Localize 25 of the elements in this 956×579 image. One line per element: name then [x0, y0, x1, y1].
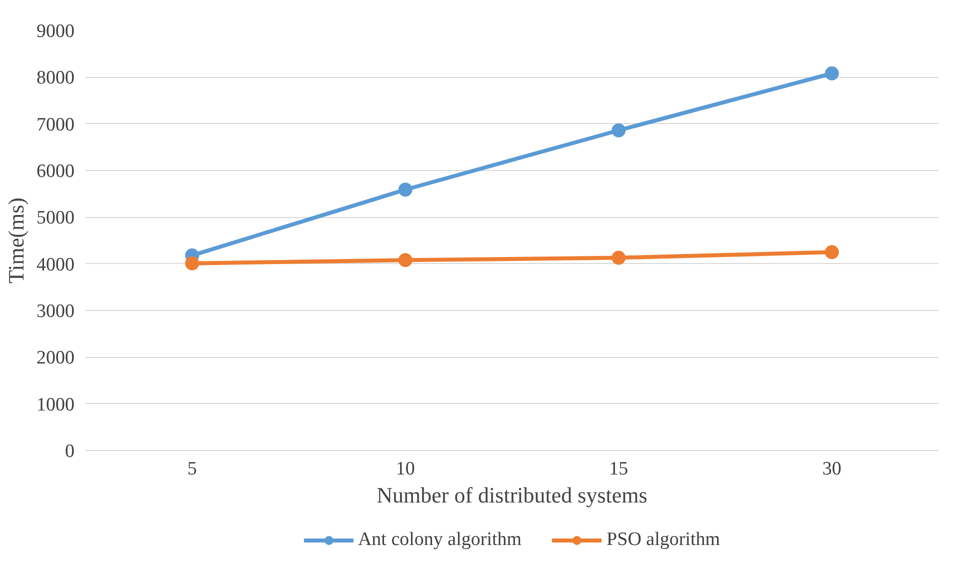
- y-tick-label: 1000: [36, 394, 74, 416]
- y-tick-label: 9000: [36, 21, 74, 42]
- y-tick-label: 7000: [36, 114, 74, 136]
- y-tick-label: 4000: [36, 254, 74, 276]
- y-tick-label: 6000: [36, 161, 74, 182]
- point: [185, 256, 200, 270]
- y-tick-label: 2000: [36, 348, 74, 369]
- legend-label: Ant colony algorithm: [358, 529, 522, 551]
- point: [824, 66, 839, 80]
- point: [398, 253, 412, 268]
- x-tick-label: 10: [396, 458, 415, 480]
- point: [612, 123, 626, 138]
- point: [824, 245, 839, 260]
- y-tick-label: 5000: [36, 208, 74, 229]
- x-axis-title: Number of distributed systems: [376, 482, 648, 508]
- point: [612, 250, 626, 265]
- x-tick-label: 30: [822, 458, 842, 480]
- y-tick-label: 0: [65, 441, 74, 462]
- y-tick-label: 3000: [36, 301, 74, 322]
- y-axis-title: Time(ms): [4, 198, 28, 284]
- legend-label: PSO algorithm: [606, 529, 720, 551]
- x-tick-label: 5: [187, 458, 197, 480]
- x-tick-label: 15: [609, 458, 628, 480]
- point: [398, 182, 412, 197]
- y-tick-label: 8000: [36, 68, 74, 89]
